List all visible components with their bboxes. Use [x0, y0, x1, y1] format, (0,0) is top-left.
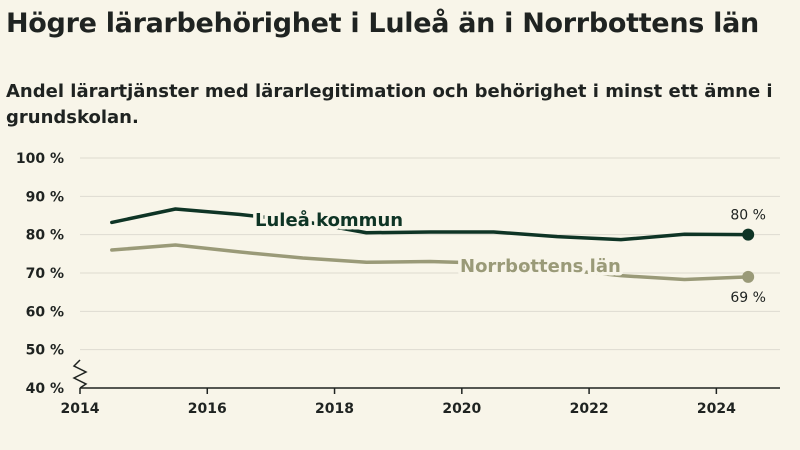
x-tick-label: 2014	[61, 401, 100, 417]
y-tick-label: 70 %	[26, 266, 64, 282]
y-tick-label: 40 %	[26, 381, 64, 397]
chart-subtitle: Andel lärartjänster med lärarlegitimatio…	[6, 81, 773, 128]
series-line-norrbotten	[110, 243, 750, 282]
end-point-lulea	[742, 228, 755, 241]
y-tick-label: 80 %	[26, 228, 64, 244]
x-tick-label: 2016	[188, 401, 227, 417]
end-value-label-lulea: 80 %	[730, 208, 766, 224]
series-label-lulea: Luleå kommun	[255, 209, 403, 231]
x-tick-label: 2020	[442, 401, 481, 417]
y-tick-label: 50 %	[26, 343, 64, 359]
end-point-norrbotten	[742, 270, 755, 283]
end-value-label-norrbotten: 69 %	[730, 290, 766, 306]
chart-title: Högre lärarbehörighet i Luleå än i Norrb…	[6, 8, 759, 39]
x-tick-label: 2022	[570, 401, 609, 417]
series-line-lulea	[110, 207, 750, 242]
axis-break-icon	[72, 359, 88, 389]
series-label-norrbotten: Norrbottens län	[460, 256, 621, 277]
y-tick-label: 100 %	[16, 151, 64, 167]
x-tick-label: 2024	[697, 401, 736, 417]
y-tick-label: 90 %	[26, 189, 64, 205]
y-tick-label: 60 %	[26, 304, 64, 320]
x-tick-label: 2018	[315, 401, 354, 417]
